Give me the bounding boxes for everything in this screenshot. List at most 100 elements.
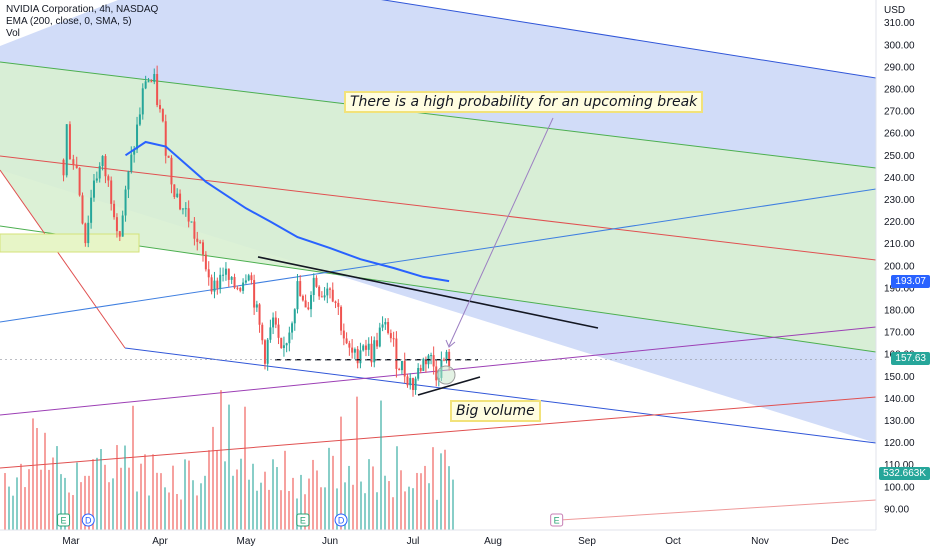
candle-body (299, 281, 302, 296)
volume-bar (412, 488, 414, 530)
volume-bar (76, 462, 78, 530)
candle-body (127, 171, 130, 190)
x-tick-label: Aug (484, 536, 502, 547)
legend-symbol: NVIDIA Corporation, 4h, NASDAQ (6, 4, 159, 15)
volume-bar (308, 478, 310, 530)
candle-body (202, 242, 204, 255)
volume-bar (224, 461, 226, 530)
earnings-marker: E (296, 513, 310, 527)
candle-body (118, 231, 121, 237)
earnings-marker: E (57, 513, 71, 527)
x-tick-label: Nov (751, 536, 769, 547)
candle-body (367, 343, 370, 350)
volume-bar (12, 495, 14, 530)
candle-body (376, 340, 379, 347)
candle-body (266, 339, 269, 364)
volume-bar (420, 473, 422, 530)
y-tick-label: 150.00 (884, 372, 915, 383)
volume-bar (444, 449, 446, 530)
volume-bar (352, 484, 354, 530)
candle-body (412, 378, 414, 391)
legend-ema: EMA (200, close, 0, SMA, 5) (6, 16, 132, 27)
candle-body (219, 274, 222, 289)
volume-bar (96, 457, 98, 530)
y-tick-label: 300.00 (884, 40, 915, 51)
volume-bar (360, 481, 362, 530)
volume-bar (336, 488, 338, 530)
volume-bar (432, 447, 434, 530)
volume-bar (248, 479, 250, 530)
candle-body (291, 323, 294, 333)
volume-bar (8, 486, 10, 530)
volume-bar (348, 465, 350, 530)
volume-bar (416, 472, 418, 530)
y-tick-label: 250.00 (884, 151, 915, 162)
y-tick-label: 240.00 (884, 173, 915, 184)
volume-bar (28, 469, 30, 530)
volume-bar (448, 466, 450, 530)
candles (62, 65, 451, 397)
candle-body (351, 347, 354, 353)
candle-body (384, 322, 387, 325)
candle-body (104, 156, 107, 177)
y-tick-label: 280.00 (884, 85, 915, 96)
candle-body (348, 343, 351, 348)
candle-body (110, 180, 113, 204)
earnings-marker-box (550, 513, 564, 527)
annotation-volume[interactable]: Big volume (450, 400, 541, 422)
candle-body (181, 208, 184, 210)
candle-body (193, 221, 196, 239)
volume-bar (328, 447, 330, 530)
candle-body (378, 327, 381, 347)
candle-body (395, 338, 398, 369)
candle-body (224, 268, 227, 275)
candle-body (227, 268, 230, 280)
candle-body (179, 193, 182, 210)
volume-bar (108, 482, 110, 530)
candle-body (81, 195, 84, 224)
candle-body (315, 277, 318, 287)
candle-body (301, 295, 304, 301)
volume-bar (68, 492, 70, 530)
candle-body (430, 355, 433, 357)
candle-body (170, 157, 173, 185)
y-tick-label: 220.00 (884, 217, 915, 228)
volume-bar (72, 495, 74, 530)
candle-body (190, 221, 193, 223)
annotation-break[interactable]: There is a high probability for an upcom… (344, 91, 704, 113)
candle-body (329, 288, 331, 290)
candle-body (124, 189, 127, 216)
candle-body (400, 361, 403, 371)
volume-bar (220, 390, 222, 530)
volume-bar (252, 463, 254, 530)
volume-bar (300, 474, 302, 530)
volume-bar (232, 475, 234, 530)
volume-bar (164, 487, 166, 530)
candle-body (263, 340, 266, 364)
highlight-circle (436, 365, 456, 385)
volume-bar (64, 477, 66, 530)
volume-bar (48, 469, 50, 530)
candle-body (280, 337, 283, 349)
y-tick-label: 210.00 (884, 239, 915, 250)
volume-bar (208, 450, 210, 530)
pink-trendline (559, 499, 876, 521)
volume-bar (304, 494, 306, 530)
y-tick-label: 110.00 (884, 460, 914, 471)
volume-bar (392, 497, 394, 530)
volume-bar (20, 463, 22, 530)
volume-bar (312, 459, 314, 530)
candle-body (78, 167, 81, 196)
last-price-tag: 157.63 (891, 352, 930, 365)
currency-label: USD (884, 5, 905, 16)
volume-bar (100, 449, 102, 530)
y-tick-label: 120.00 (884, 438, 915, 449)
candle-body (389, 333, 392, 339)
volume-bar (316, 470, 318, 530)
volume-bar (160, 473, 162, 530)
candle-body (435, 366, 438, 381)
y-tick-label: 290.00 (884, 62, 915, 73)
